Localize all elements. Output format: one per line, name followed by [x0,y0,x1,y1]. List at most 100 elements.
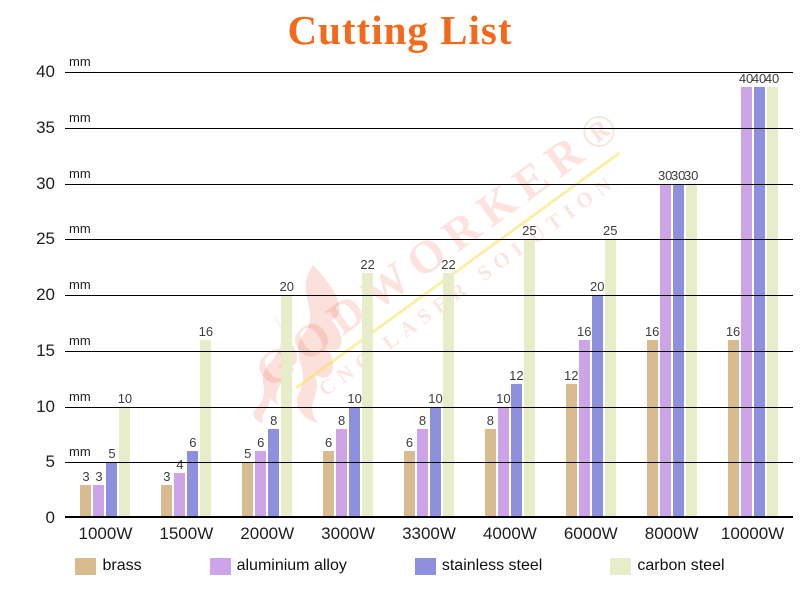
y-axis-unit-label: mm [69,332,91,348]
x-axis-category-label-8000W: 8000W [644,524,699,543]
gridline-35 [65,127,793,129]
bar-value-label: 3 [82,468,90,484]
y-axis-tick-label: 40 [36,62,55,81]
bar-stainless-steel-4000W [510,384,522,518]
bar-value-label: 25 [603,223,618,239]
legend-item-carbon-steel: carbon steel [610,557,725,575]
bar-value-label: 30 [670,167,686,183]
bar-value-label: 8 [486,412,494,428]
x-axis-baseline [65,516,793,518]
bar-value-label: 8 [337,412,346,428]
bar-value-label: 3 [163,468,171,484]
bar-stainless-steel-10000W [753,87,765,518]
bar-aluminium-alloy-3000W [336,428,348,518]
bar-carbon-steel-10000W [766,87,778,518]
barwrap: 16 [725,72,741,518]
x-axis-category-label-10000W: 10000W [720,524,785,543]
bar-value-label: 10 [428,390,443,406]
barwrap: 6 [254,72,267,518]
bar-value-label: 16 [198,323,214,339]
bar-value-label: 25 [522,223,537,239]
x-axis-category-label-3300W: 3300W [402,524,456,543]
barwrap: 40 [739,72,753,518]
bar-value-label: 6 [405,435,414,451]
gridline-15 [65,350,793,352]
bar-value-label: 6 [324,435,333,451]
bar-value-label: 30 [683,167,699,183]
legend-swatch [75,557,97,575]
bar-stainless-steel-1500W [187,451,199,518]
bar-value-label: 6 [189,435,197,451]
bar-value-label: 22 [441,256,456,272]
bar-value-label: 22 [360,256,375,272]
bar-carbon-steel-4000W [523,239,535,518]
y-axis-unit-label: mm [69,109,91,125]
bar-carbon-steel-3000W [362,272,374,518]
bar-brass-8000W [646,339,658,518]
barwrap: 6 [186,72,199,518]
bar-value-label: 8 [418,412,427,428]
barwrap: 8 [335,72,348,518]
bar-aluminium-alloy-3300W [417,428,428,518]
bar-value-label: 10 [347,390,362,406]
barwrap: 6 [322,72,335,518]
y-axis-unit-label: mm [69,54,91,69]
bar-value-label: 10 [117,390,133,406]
barwrap: 3 [79,72,92,518]
y-axis-tick-label: 5 [45,452,55,472]
y-axis-unit-label: mm [69,277,91,292]
barwrap: 40 [764,71,780,518]
y-axis-tick-label: 35 [36,117,55,137]
bar-stainless-steel-2000W [268,428,280,518]
bar-brass-2000W [242,462,254,518]
barwrap: 3 [160,72,173,518]
bar-value-label: 6 [257,435,265,451]
bar-carbon-steel-6000W [604,239,616,518]
bar-aluminium-alloy-2000W [255,451,267,518]
gridline-5 [65,462,793,464]
bar-value-label: 16 [644,323,660,339]
bar-value-label: 16 [725,323,741,339]
bar-value-label: 10 [496,390,511,406]
barwrap: 5 [241,72,254,518]
bar-value-label: 4 [176,457,184,473]
barwrap: 3 [92,72,105,518]
y-axis-unit-label: mm [69,221,91,237]
legend-swatch [414,557,436,575]
gridline-30 [65,183,793,185]
bar-value-label: 3 [95,468,103,484]
plot-area: 0 5 mm 10 mm 15 mm 20 mm 25 mm 30 mm 35 mm 40 mm 3 3 5 10 3 4 6… [36,54,793,527]
bar-value-label: 16 [577,323,592,339]
bar-brass-3300W [404,451,415,518]
y-axis-tick-label: 20 [36,285,55,304]
x-axis-category-label-3000W: 3000W [321,524,376,543]
bar-value-label: 40 [751,71,767,86]
y-axis-unit-label: mm [69,388,91,404]
legend-label: brass [102,557,142,574]
bar-group-10000W: 16 40 40 40 [712,72,793,518]
gridline-20 [65,295,793,296]
bar-aluminium-alloy-1500W [174,473,186,518]
x-axis-category-label-4000W: 4000W [482,524,537,543]
bar-brass-1500W [161,484,173,518]
x-axis: 1000W 1500W 2000W 3000W 3300W 4000W 6000W 8000W… [65,524,793,544]
bar-value-label: 40 [764,71,780,86]
bar-group-1500W: 3 4 6 16 [146,72,227,518]
legend-item-stainless-steel: stainless steel [414,557,542,575]
y-axis-tick-label: 25 [36,229,55,249]
chart-title: Cutting List [287,7,513,53]
bar-brass-6000W [565,384,577,518]
legend: brass aluminium alloy stainless steel carbo… [0,557,800,575]
y-axis-tick-label: 0 [45,508,55,527]
barwrap: 4 [173,72,186,518]
barwrap: 6 [403,72,416,518]
legend-label: carbon steel [637,557,725,574]
barwrap: 8 [484,72,497,518]
bar-value-label: 30 [657,167,673,183]
barwrap: 40 [751,71,767,518]
bar-aluminium-alloy-6000W [578,339,590,518]
barwrap: 16 [644,72,660,518]
y-axis-unit-label: mm [69,444,91,460]
bar-aluminium-alloy-1000W [93,484,105,518]
